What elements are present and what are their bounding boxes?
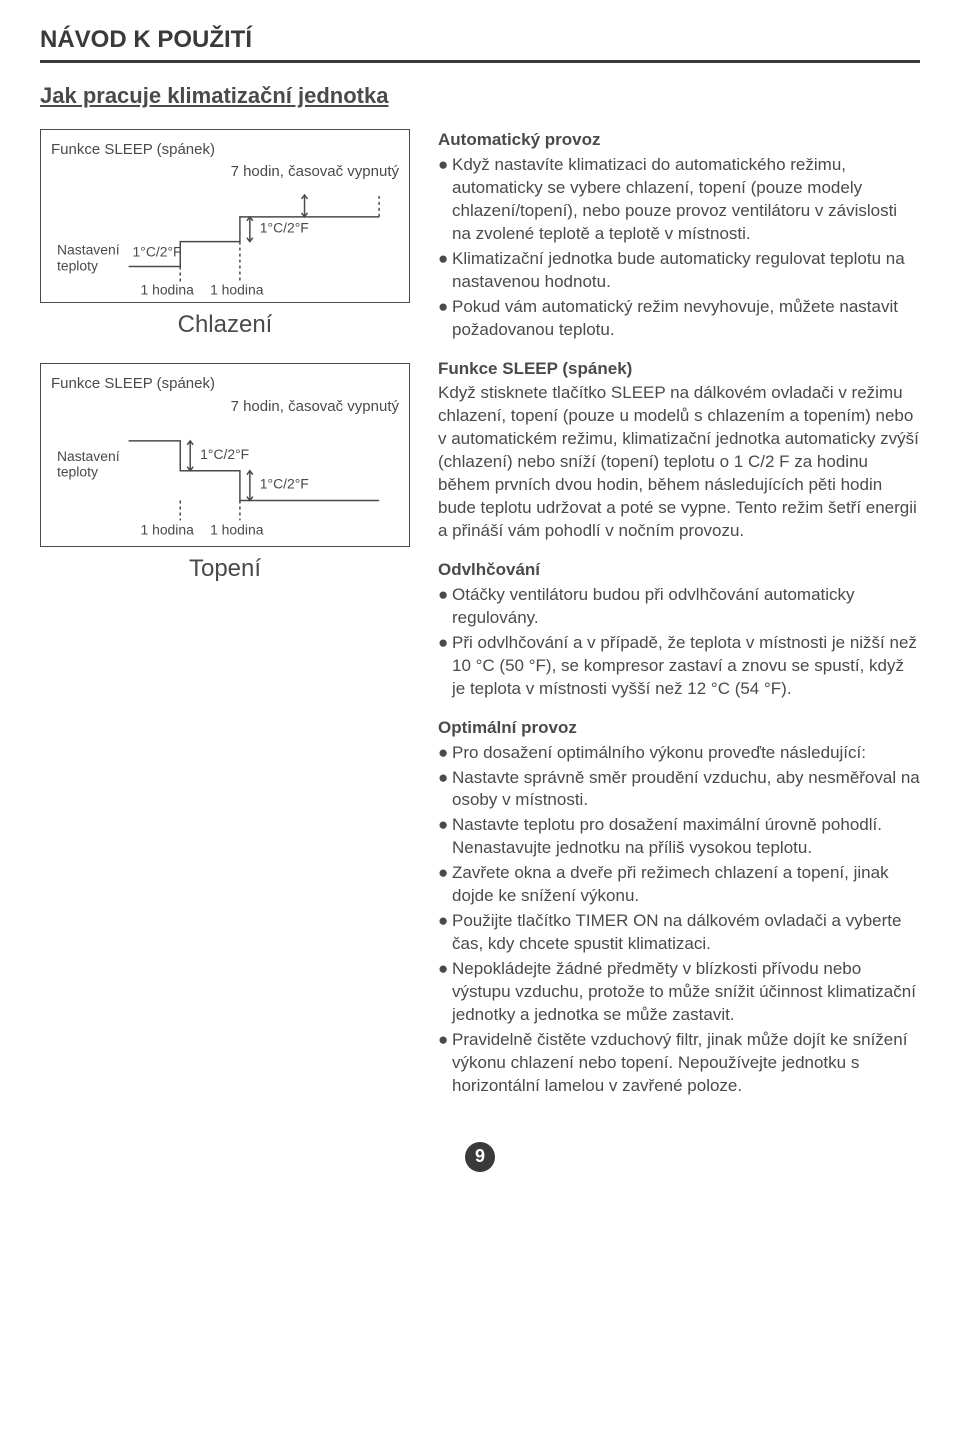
setpoint-label-1: Nastavení [57,241,120,257]
step-up: 1°C/2°F [260,219,309,235]
bullet-text: Nastavte teplotu pro dosažení maximální … [452,814,920,860]
bullet: ●Nastavte správně směr proudění vzduchu,… [438,767,920,813]
diagram-cooling: Funkce SLEEP (spánek) 7 hodin, časovač v… [40,129,410,303]
bullet-text: Klimatizační jednotka bude automaticky r… [452,248,920,294]
setpoint-h-2: teploty [57,464,98,480]
heading-optimal: Optimální provoz [438,717,920,740]
bullet: ●Nastavte teplotu pro dosažení maximální… [438,814,920,860]
page-title: NÁVOD K POUŽITÍ [40,24,920,56]
step-main: 1°C/2°F [133,243,182,259]
bullet: ●Použijte tlačítko TIMER ON na dálkovém … [438,910,920,956]
page-number: 9 [465,1142,495,1172]
hour2-h: 1 hodina [210,521,264,537]
bullet-text: Pro dosažení optimálního výkonu proveďte… [452,742,920,765]
right-column: Automatický provoz ●Když nastavíte klima… [438,129,920,1114]
paragraph: Když stisknete tlačítko SLEEP na dálkové… [438,382,920,543]
step2: 1°C/2°F [260,475,309,491]
bullet: ●Pokud vám automatický režim nevyhovuje,… [438,296,920,342]
hour1: 1 hodina [140,281,194,296]
divider [40,60,920,63]
section-optimal: Optimální provoz ●Pro dosažení optimální… [438,717,920,1098]
section-sleep: Funkce SLEEP (spánek) Když stisknete tla… [438,358,920,544]
bullet-text: Otáčky ventilátoru budou při odvlhčování… [452,584,920,630]
caption-heating: Topení [40,553,410,585]
bullet-text: Při odvlhčování a v případě, že teplota … [452,632,920,701]
bullet: ●Nepokládejte žádné předměty v blízkosti… [438,958,920,1027]
timer-label-heating: 7 hodin, časovač vypnutý [51,397,399,417]
step1: 1°C/2°F [200,446,249,462]
heading-auto: Automatický provoz [438,129,920,152]
hour2: 1 hodina [210,281,264,296]
content-columns: Funkce SLEEP (spánek) 7 hodin, časovač v… [40,129,920,1114]
bullet: ●Zavřete okna a dveře při režimech chlaz… [438,862,920,908]
bullet-text: Pokud vám automatický režim nevyhovuje, … [452,296,920,342]
bullet: ●Pro dosažení optimálního výkonu proveďt… [438,742,920,765]
sleep-label: Funkce SLEEP (spánek) [51,140,215,160]
bullet-text: Zavřete okna a dveře při režimech chlaze… [452,862,920,908]
bullet-text: Použijte tlačítko TIMER ON na dálkovém o… [452,910,920,956]
subtitle: Jak pracuje klimatizační jednotka [40,81,920,111]
section-auto: Automatický provoz ●Když nastavíte klima… [438,129,920,341]
left-column: Funkce SLEEP (spánek) 7 hodin, časovač v… [40,129,410,1114]
bullet: ●Otáčky ventilátoru budou při odvlhčován… [438,584,920,630]
bullet: ●Při odvlhčování a v případě, že teplota… [438,632,920,701]
section-dehum: Odvlhčování ●Otáčky ventilátoru budou př… [438,559,920,701]
bullet: ●Když nastavíte klimatizaci do automatic… [438,154,920,246]
bullet: ●Klimatizační jednotka bude automaticky … [438,248,920,294]
bullet: ●Pravidelně čistěte vzduchový filtr, jin… [438,1029,920,1098]
diagram-heating: Funkce SLEEP (spánek) 7 hodin, časovač v… [40,363,410,547]
setpoint-label-2: teploty [57,257,98,273]
caption-cooling: Chlazení [40,309,410,341]
timer-label: 7 hodin, časovač vypnutý [51,162,399,182]
cooling-chart: Nastavení teploty 1°C/2°F 1°C/2°F 1 hodi… [51,187,399,296]
heating-chart: Nastavení teploty 1°C/2°F 1°C/2°F 1 hodi… [51,421,399,540]
bullet-text: Nastavte správně směr proudění vzduchu, … [452,767,920,813]
bullet-text: Pravidelně čistěte vzduchový filtr, jina… [452,1029,920,1098]
bullet-text: Když nastavíte klimatizaci do automatick… [452,154,920,246]
setpoint-h-1: Nastavení [57,448,120,464]
bullet-text: Nepokládejte žádné předměty v blízkosti … [452,958,920,1027]
sleep-label-heating: Funkce SLEEP (spánek) [51,374,215,394]
heading-sleep: Funkce SLEEP (spánek) [438,358,920,381]
hour1-h: 1 hodina [140,521,194,537]
heading-dehum: Odvlhčování [438,559,920,582]
